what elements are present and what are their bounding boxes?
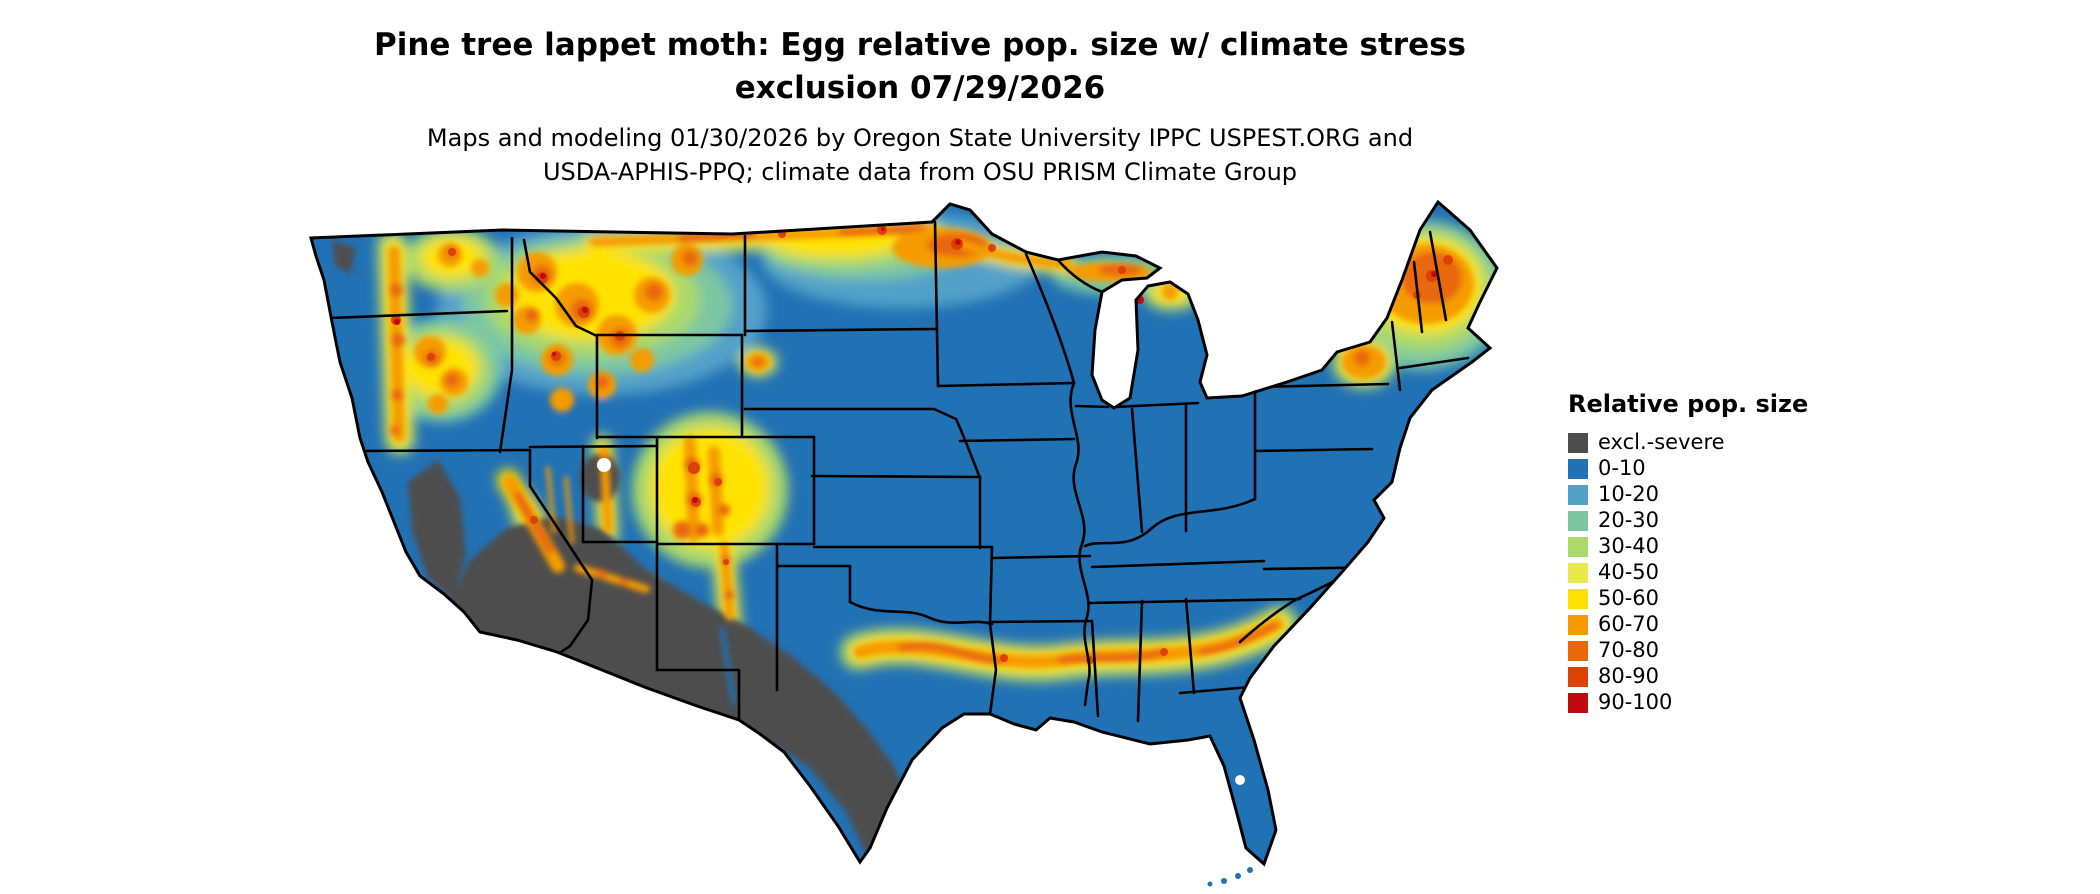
map-title-line1: Pine tree lappet moth: Egg relative pop.… (373, 27, 1466, 63)
legend-item: 40-50 (1568, 560, 1808, 585)
legend-label: 20-30 (1598, 508, 1660, 532)
legend-label: excl.-severe (1598, 430, 1725, 454)
map-subtitle-line2: USDA-APHIS-PPQ; climate data from OSU PR… (542, 157, 1298, 186)
legend-item: 10-20 (1568, 482, 1808, 507)
legend-item: 80-90 (1568, 664, 1808, 689)
legend-swatch (1568, 562, 1588, 583)
legend-item: 30-40 (1568, 534, 1808, 559)
legend-label: 10-20 (1598, 482, 1660, 506)
map-title: Pine tree lappet moth: Egg relative pop.… (0, 24, 1840, 110)
legend-item: 60-70 (1568, 612, 1808, 637)
legend-item: 0-10 (1568, 456, 1808, 481)
legend-item: 90-100 (1568, 690, 1808, 715)
legend-swatch (1568, 692, 1588, 713)
legend-label: 60-70 (1598, 612, 1660, 636)
legend-swatch (1568, 458, 1588, 479)
legend-swatch (1568, 484, 1588, 505)
legend-item: 20-30 (1568, 508, 1808, 533)
legend-swatch (1568, 510, 1588, 531)
map-subtitle: Maps and modeling 01/30/2026 by Oregon S… (0, 122, 1840, 189)
legend-swatch (1568, 666, 1588, 687)
legend-item: 50-60 (1568, 586, 1808, 611)
legend-label: 40-50 (1598, 560, 1660, 584)
legend-label: 70-80 (1598, 638, 1660, 662)
legend-item: 70-80 (1568, 638, 1808, 663)
legend-label: 30-40 (1598, 534, 1660, 558)
map-title-line2: exclusion 07/29/2026 (734, 69, 1106, 106)
legend-title: Relative pop. size (1568, 390, 1809, 418)
us-map-svg (309, 200, 1499, 887)
legend-swatch (1568, 432, 1588, 453)
legend-items: excl.-severe 0-10 10-20 20-30 30-40 40-50 50-6… (1568, 430, 1808, 715)
legend-label: 50-60 (1598, 586, 1660, 610)
legend-item: excl.-severe (1568, 430, 1808, 455)
legend-swatch (1568, 614, 1588, 635)
us-map (300, 200, 1550, 890)
legend-swatch (1568, 588, 1588, 609)
legend-swatch (1568, 640, 1588, 661)
legend: Relative pop. size excl.-severe 0-10 10-20… (1568, 390, 1808, 716)
map-subtitle-line1: Maps and modeling 01/30/2026 by Oregon S… (426, 124, 1414, 152)
legend-label: 0-10 (1598, 456, 1646, 480)
legend-swatch (1568, 536, 1588, 557)
legend-label: 80-90 (1598, 664, 1660, 688)
legend-label: 90-100 (1598, 690, 1673, 714)
